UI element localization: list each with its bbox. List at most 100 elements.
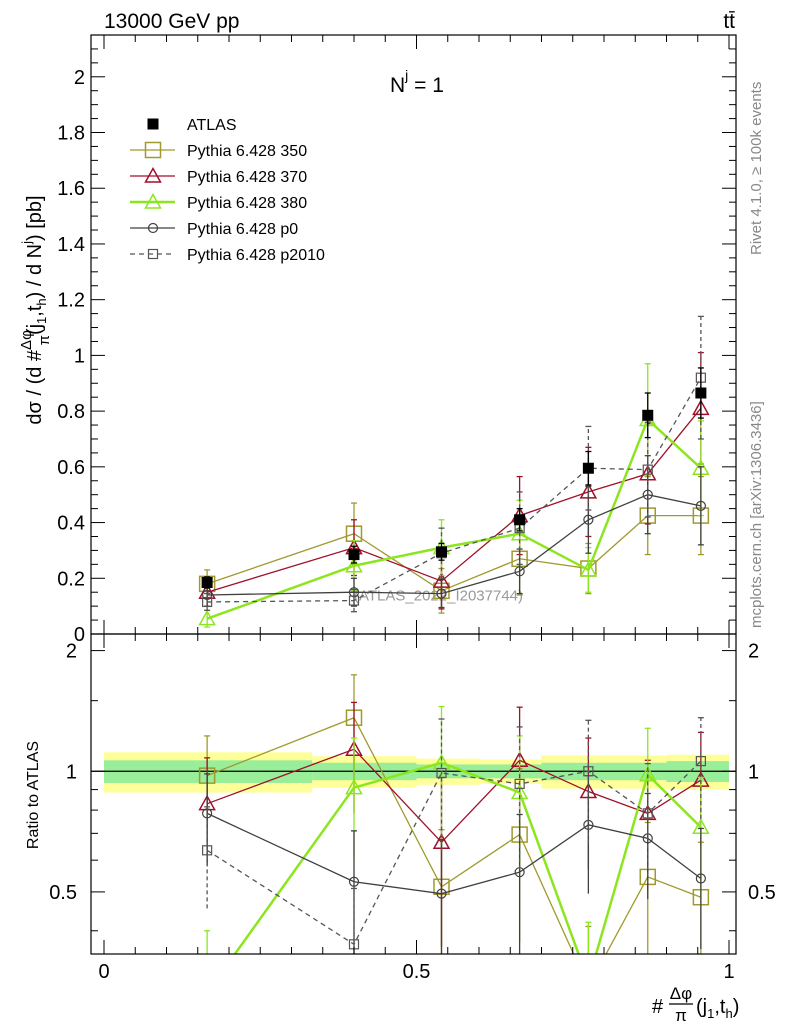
ratio-point — [345, 778, 363, 795]
ratio-uncertainty-bands — [104, 752, 729, 793]
data-point — [514, 566, 525, 577]
data-point — [436, 546, 447, 558]
ratio-y-axis: 0.5 0.5 1 1 2 2 — [49, 641, 776, 932]
data-point — [198, 609, 216, 626]
ratio-y-tick-label-right: 0.5 — [748, 882, 776, 904]
series-pythia-6-428-370 — [198, 351, 710, 610]
ratio-point — [581, 979, 596, 994]
data-point — [202, 596, 213, 608]
ratio-series-pythia-6-428-p0 — [202, 773, 706, 954]
y-tick-label: 0.4 — [57, 513, 85, 535]
y-tick-label: 0 — [74, 624, 85, 646]
y-tick-label: 2 — [74, 67, 85, 89]
ratio-point — [695, 873, 706, 884]
data-point — [514, 514, 526, 526]
main-y-axis: 0 0.2 0.4 0.6 0.8 1 1.2 1.4 1.6 1.8 2 — [57, 48, 736, 646]
y-tick-label: 1.8 — [57, 123, 85, 145]
series-line — [206, 407, 702, 593]
ratio-point — [642, 808, 653, 819]
legend-entry-pythia-6-428-p2010: Pythia 6.428 p2010 — [130, 247, 325, 264]
legend-label: Pythia 6.428 p2010 — [187, 247, 325, 264]
ratio-y-tick-label: 1 — [66, 761, 77, 783]
ratio-point — [638, 765, 657, 782]
analysis-watermark: (ATLAS_2022_I2037744) — [354, 588, 523, 605]
data-point — [583, 514, 594, 525]
ratio-line — [206, 812, 702, 895]
ratio-series-pythia-6-428-370 — [198, 701, 710, 947]
legend-marker — [144, 166, 162, 183]
legend-entry-pythia-6-428-380: Pythia 6.428 380 — [130, 192, 307, 212]
data-point — [695, 387, 707, 399]
energy-label: 13000 GeV pp — [104, 10, 239, 33]
legend-marker — [147, 118, 159, 130]
svg-text:dσ / (d #Δφπ(j1,th) / d Nj) [p: dσ / (d #Δφπ(j1,th) / d Nj) [pb] — [18, 195, 53, 424]
ratio-y-axis-label: Ratio to ATLAS — [25, 741, 42, 849]
data-point — [579, 560, 598, 577]
legend-marker — [144, 141, 162, 159]
series-line — [206, 514, 701, 592]
data-point — [345, 556, 363, 573]
legend-entry-pythia-6-428-350: Pythia 6.428 350 — [130, 141, 307, 160]
ratio-series-layer — [198, 674, 710, 999]
y-tick-label: 0.2 — [57, 568, 85, 590]
ratio-series-clipped — [198, 674, 710, 999]
main-panel: (ATLAS_2022_I2037744) 0 0.2 0.4 0.6 0.8 1 1.2 1… — [18, 34, 737, 646]
rivet-version-label: Rivet 4.1.0, ≥ 100k events — [748, 82, 765, 255]
process-label: tt̄ — [723, 10, 735, 33]
ratio-line — [206, 760, 702, 946]
ratio-series-pythia-6-428-350 — [198, 674, 710, 994]
data-point — [348, 595, 360, 606]
ratio-y-tick-label-right: 1 — [748, 761, 759, 783]
ratio-point — [581, 973, 596, 987]
ratio-point — [348, 876, 360, 887]
ratio-y-tick-label: 0.5 — [49, 882, 77, 904]
data-point — [201, 576, 213, 588]
panel-title: Nj = 1 — [390, 67, 444, 97]
data-point — [348, 549, 360, 561]
legend-entry-atlas: ATLAS — [147, 117, 237, 134]
data-point — [695, 500, 706, 511]
data-point — [642, 409, 654, 421]
legend-label: Pythia 6.428 370 — [187, 169, 307, 186]
ratio-point — [200, 985, 215, 999]
ratio-point — [695, 756, 706, 767]
main-series-layer — [198, 315, 710, 628]
ratio-y-tick-label-right: 2 — [748, 641, 759, 663]
svg-text:#: # — [652, 996, 664, 1018]
data-point — [436, 588, 447, 599]
x-tick-label: 0 — [98, 961, 109, 983]
legend-marker — [147, 222, 159, 234]
y-tick-label: 0.6 — [57, 457, 85, 479]
ratio-panel: 0.5 0.5 1 1 2 2 0 0.5 1 Ratio to ATLAS # Δφ π (… — [25, 633, 776, 1024]
series-atlas — [201, 367, 707, 589]
legend-label: Pythia 6.428 p0 — [187, 221, 298, 238]
y-tick-label: 1.4 — [57, 234, 85, 256]
ratio-x-axis: 0 0.5 1 — [98, 634, 735, 983]
legend-marker — [144, 192, 162, 209]
x-tick-label: 0.5 — [403, 961, 431, 983]
legend-marker — [147, 248, 159, 260]
svg-text:π: π — [675, 1006, 687, 1024]
ratio-plot-frame — [90, 633, 737, 955]
data-point — [582, 462, 594, 474]
mcplots-label: mcplots.cern.ch [arXiv:1306.3436] — [748, 401, 765, 628]
x-axis-label: # Δφ π (j1,th) — [652, 984, 739, 1024]
svg-text:(j1,th): (j1,th) — [696, 996, 739, 1021]
series-line — [207, 377, 702, 603]
y-tick-label: 0.8 — [57, 401, 85, 423]
svg-text:Δφ: Δφ — [670, 984, 692, 1003]
ratio-y-tick-label: 2 — [66, 641, 77, 663]
main-y-axis-label: dσ / (d #Δφπ(j1,th) / d Nj) [pb] — [18, 195, 53, 424]
legend-label: Pythia 6.428 380 — [187, 195, 307, 212]
main-x-ticks — [103, 35, 730, 634]
legend: ATLAS Pythia 6.428 350 Pythia 6.428 370 Pyt… — [130, 117, 325, 264]
y-tick-label: 1.2 — [57, 290, 85, 312]
ratio-point — [436, 767, 447, 779]
data-point — [642, 464, 653, 475]
legend-entry-pythia-6-428-370: Pythia 6.428 370 — [130, 166, 307, 186]
ratio-point — [514, 778, 525, 789]
y-tick-label: 1.6 — [57, 178, 85, 200]
ratio-point — [436, 888, 447, 899]
y-tick-label: 1 — [74, 345, 85, 367]
